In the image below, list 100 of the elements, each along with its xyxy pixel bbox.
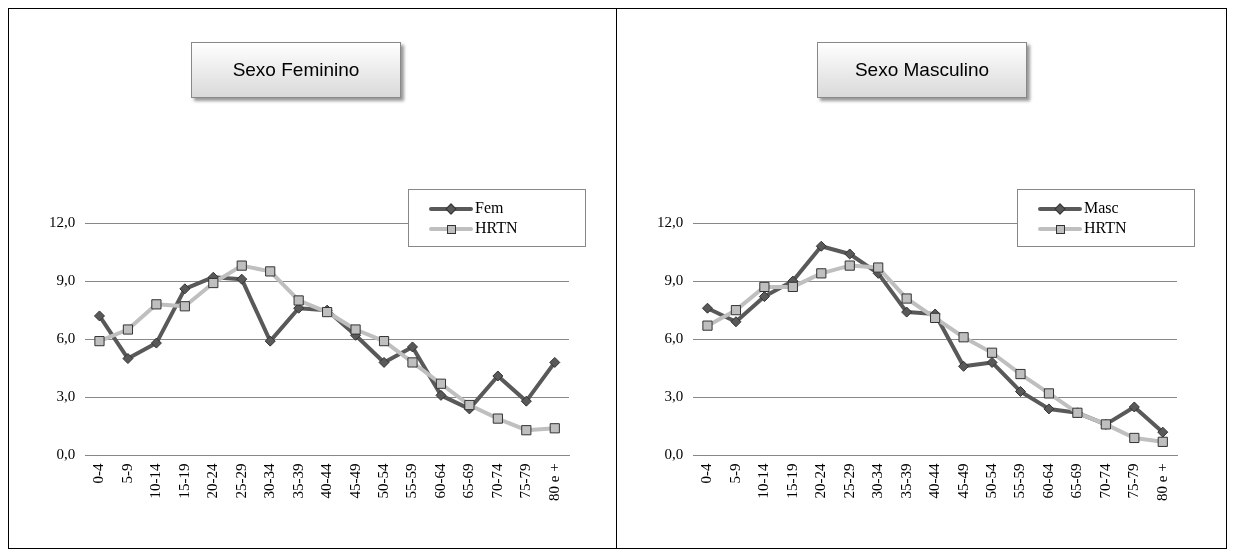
point [179,301,190,312]
x-tick-label: 65-69 [460,463,477,499]
point [787,281,798,292]
x-tick-label: 5-9 [118,463,135,484]
point [492,413,503,424]
x-tick-label: 75-79 [517,463,534,499]
chart-title: Sexo Masculino [817,42,1027,98]
point [236,273,248,285]
point [1157,436,1168,447]
point [151,299,162,310]
point [549,423,560,434]
point [521,425,532,436]
x-tick-label: 45-49 [346,463,363,499]
y-tick-label: 12,0 [49,213,76,230]
point [93,310,105,322]
point [406,341,418,353]
y-tick-label: 6,0 [664,330,684,347]
x-tick-label: 15-19 [783,463,800,499]
x-tick-label: 30-34 [869,462,886,499]
point [844,248,856,260]
x-tick-label: 10-14 [755,462,772,499]
y-tick-label: 0,0 [56,446,76,463]
point [492,370,504,382]
point [378,356,390,368]
point [265,266,276,277]
y-tick-label: 9,0 [664,272,684,289]
point [549,356,561,368]
point [730,316,742,328]
x-tick-label: 50-54 [982,462,999,499]
point [986,347,998,358]
x-tick-label: 80 e + [545,463,562,502]
legend-label: Masc [1084,199,1119,216]
point [293,295,304,306]
point [1043,388,1055,399]
x-tick-label: 65-69 [1068,463,1085,499]
x-tick-label: 50-54 [374,462,391,499]
point [122,353,134,365]
point [1129,432,1140,444]
point [236,260,247,271]
point [1157,426,1169,438]
x-tick-label: 10-14 [147,462,164,499]
point [264,335,276,347]
point [958,332,969,343]
point [520,395,532,407]
x-tick-label: 5-9 [726,463,743,484]
point [901,306,913,318]
x-tick-label: 80 e + [1153,463,1170,502]
x-tick-label: 60-64 [1039,462,1056,499]
point [122,324,134,335]
x-tick-label: 20-24 [204,462,221,499]
point [901,293,912,304]
point [730,305,742,316]
point [94,336,105,347]
y-tick-label: 0,0 [664,446,684,463]
point [378,336,390,347]
x-tick-label: 70-74 [1096,462,1113,499]
point [435,378,447,389]
x-tick-label: 20-24 [812,462,829,499]
x-tick-label: 75-79 [1125,463,1142,499]
x-tick-label: 55-59 [1011,463,1028,499]
x-tick-label: 55-59 [403,463,420,499]
y-tick-label: 3,0 [56,388,76,405]
x-tick-label: 70-74 [488,462,505,499]
point [208,277,219,289]
x-tick-label: 45-49 [954,463,971,499]
point [702,320,713,331]
point [1015,368,1026,380]
x-tick-label: 15-19 [175,463,192,499]
x-tick-label: 35-39 [897,463,914,499]
y-tick-label: 6,0 [56,330,76,347]
point [1128,401,1140,413]
y-tick-label: 9,0 [56,272,76,289]
legend-label: HRTN [1084,219,1127,236]
point [464,399,475,411]
legend-label: HRTN [475,219,518,236]
x-tick-label: 40-44 [926,462,943,499]
x-tick-label: 35-39 [289,463,306,499]
point [701,302,713,314]
x-tick-label: 25-29 [232,463,249,499]
point [179,283,191,295]
x-tick-label: 0-4 [698,462,715,484]
point [759,281,770,292]
point [930,312,941,323]
point [350,324,361,335]
x-tick-label: 30-34 [261,462,278,499]
point [815,240,827,252]
point [986,356,998,368]
point [1014,385,1026,397]
x-tick-label: 60-64 [431,462,448,499]
y-tick-label: 12,0 [657,213,684,230]
point [1043,403,1055,415]
x-tick-label: 25-29 [840,463,857,499]
point [816,268,827,279]
point [958,360,970,372]
chart-title: Sexo Feminino [191,42,401,98]
x-tick-label: 0-4 [90,462,107,484]
point [873,262,884,273]
point [150,337,162,349]
point [435,389,447,401]
x-tick-label: 40-44 [318,462,335,499]
